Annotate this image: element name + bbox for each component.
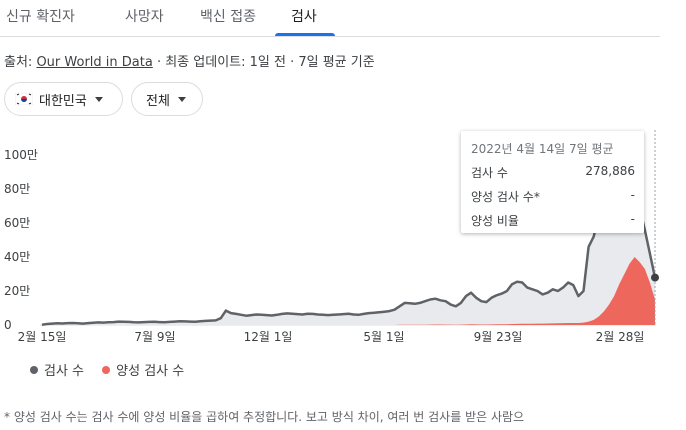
chart-tooltip: 2022년 4월 14일 7일 평균 검사 수 278,886 양성 검사 수*… xyxy=(461,131,644,233)
source-suffix: · 최종 업데이트: 1일 전 · 7일 평균 기준 xyxy=(156,55,375,70)
chevron-down-icon xyxy=(177,96,186,102)
y-tick-label: 60만 xyxy=(4,216,30,230)
x-tick-label: 12월 1일 xyxy=(244,330,293,344)
x-axis: 2월 15일 7월 9일 12월 1일 5월 1일 9월 23일 2월 28일 xyxy=(18,330,645,344)
tab-bar: 신규 확진자 사망자 백신 접종 검사 xyxy=(0,0,660,37)
tooltip-value: 278,886 xyxy=(585,164,635,178)
tab-deaths[interactable]: 사망자 xyxy=(125,9,164,25)
tab-new-cases[interactable]: 신규 확진자 xyxy=(6,9,75,25)
legend-item-positive[interactable]: 양성 검사 수 xyxy=(102,360,184,379)
y-tick-label: 80만 xyxy=(4,182,30,196)
chart-svg: 0 20만 40만 60만 80만 100만 2월 15일 7월 9일 12월 1일 5월 1일… xyxy=(4,130,659,344)
tests-area xyxy=(42,168,655,325)
country-label: 대한민국 xyxy=(39,93,87,109)
hover-point xyxy=(651,273,659,282)
tab-tests[interactable]: 검사 xyxy=(291,9,317,25)
y-tick-label: 0 xyxy=(4,318,12,332)
tooltip-label: 검사 수 xyxy=(471,166,508,180)
range-selector[interactable]: 전체 xyxy=(131,82,203,116)
tooltip-row-tests: 검사 수 278,886 xyxy=(471,164,635,181)
tooltip-row-rate: 양성 비율 - xyxy=(471,212,635,229)
x-tick-label: 2월 28일 xyxy=(596,330,645,344)
chart[interactable]: 0 20만 40만 60만 80만 100만 2월 15일 7월 9일 12월 1일 5월 1일… xyxy=(0,130,686,350)
range-label: 전체 xyxy=(146,93,170,109)
tooltip-label: 양성 검사 수* xyxy=(471,190,540,204)
legend-label: 양성 검사 수 xyxy=(116,364,185,379)
x-tick-label: 7월 9일 xyxy=(134,330,175,344)
tooltip-label: 양성 비율 xyxy=(471,214,519,228)
y-tick-label: 100만 xyxy=(4,148,38,162)
country-selector[interactable]: 대한민국 xyxy=(4,82,123,116)
source-prefix: 출처: xyxy=(4,55,33,70)
x-tick-label: 9월 23일 xyxy=(474,330,523,344)
legend-label: 검사 수 xyxy=(44,364,85,379)
x-tick-label: 5월 1일 xyxy=(363,330,404,344)
legend-item-tests[interactable]: 검사 수 xyxy=(30,360,84,379)
source-line: 출처: Our World in Data · 최종 업데이트: 1일 전 · … xyxy=(4,51,375,70)
tab-vaccination[interactable]: 백신 접종 xyxy=(200,9,256,25)
tooltip-value: - xyxy=(630,212,635,226)
y-axis: 0 20만 40만 60만 80만 100만 xyxy=(4,148,38,332)
legend-dot-icon xyxy=(30,365,38,374)
tests-line xyxy=(41,167,657,326)
chart-legend: 검사 수 양성 검사 수 xyxy=(30,360,198,379)
y-tick-label: 40만 xyxy=(4,250,30,264)
chevron-down-icon xyxy=(94,96,103,102)
source-link[interactable]: Our World in Data xyxy=(36,55,153,70)
legend-dot-icon xyxy=(102,365,111,374)
tooltip-date: 2022년 4월 14일 7일 평균 xyxy=(471,142,614,156)
korea-flag-icon xyxy=(14,92,34,106)
active-tab-indicator xyxy=(275,33,335,36)
tooltip-value: - xyxy=(630,188,635,202)
x-tick-label: 2월 15일 xyxy=(18,330,67,344)
y-tick-label: 20만 xyxy=(4,284,30,298)
footnote: * 양성 검사 수는 검사 수에 양성 비율을 곱하여 추정합니다. 보고 방식… xyxy=(4,410,525,424)
tooltip-row-positive: 양성 검사 수* - xyxy=(471,188,635,205)
